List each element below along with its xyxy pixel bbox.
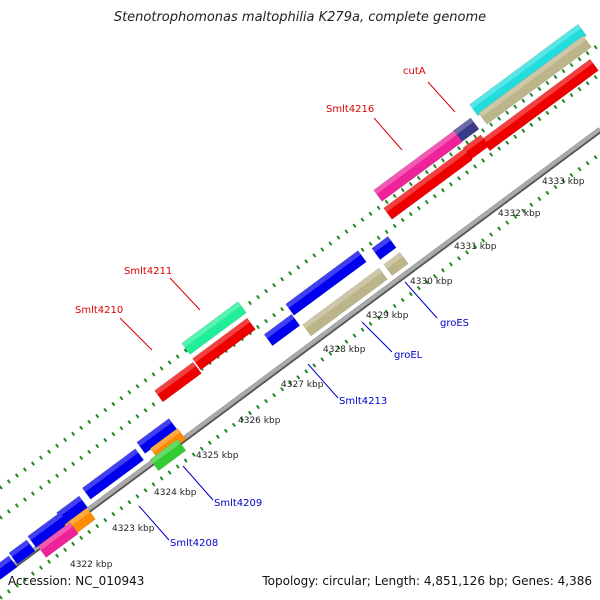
gene-block-cyan: [469, 23, 587, 117]
kbp-tick-label: 4322 kbp: [70, 560, 113, 570]
map-title: Stenotrophomonas maltophilia K279a, comp…: [113, 10, 487, 25]
gene-callout-line: [404, 281, 438, 319]
gene-block-smlt4216: [373, 130, 463, 202]
gene-block-navy: [452, 117, 480, 143]
tick-line-outer: [0, 42, 600, 490]
gene-callout-line: [182, 465, 214, 501]
gene-block-khaki-small: [383, 252, 409, 276]
gene-block-smlt4213: [263, 313, 301, 347]
gene-block-khaki-upper: [478, 35, 592, 125]
gene-block-blue-lower-4: [27, 512, 69, 548]
gene-label-reverse: Smlt4208: [170, 538, 218, 549]
gene-label-reverse: groES: [440, 318, 469, 329]
accession-label: Accession: NC_010943: [8, 574, 145, 588]
gene-label-forward: Smlt4210: [75, 305, 123, 316]
gene-block-blue-lower-3: [56, 495, 88, 525]
gene-block-blue-lower-1: [136, 418, 178, 454]
gene-block-magenta-lower: [37, 522, 79, 558]
gene-callout-line: [138, 505, 170, 541]
kbp-tick-label: 4326 kbp: [238, 416, 281, 426]
reverse-tick-row: [0, 152, 600, 600]
gene-block-red-lower: [154, 361, 202, 403]
gene-block-smlt4210: [192, 317, 256, 371]
genome-summary-label: Topology: circular; Length: 4,851,126 bp…: [262, 574, 592, 588]
gene-label-forward: Smlt4216: [326, 104, 374, 115]
gene-callout-line: [169, 277, 201, 311]
gene-block-smlt4209: [149, 438, 187, 472]
gene-label-reverse: Smlt4209: [214, 498, 262, 509]
gene-callout-line: [373, 117, 403, 151]
backbone: [0, 127, 600, 579]
gene-labels: cutA Smlt4216 Smlt4211 Smlt4210 groES groEL Sm…: [75, 66, 469, 549]
gene-label-forward: cutA: [403, 66, 426, 77]
gene-block-groel: [302, 267, 388, 337]
kbp-tick-labels: 4322 kbp 4323 kbp 4324 kbp 4325 kbp 4326 kbp…: [70, 177, 585, 570]
gene-block-red-upper: [481, 58, 599, 152]
kbp-tick-label: 4333 kbp: [542, 177, 585, 187]
gene-label-reverse: Smlt4213: [339, 396, 387, 407]
gene-callout-line: [427, 81, 456, 113]
gene-block-blue-large: [285, 250, 367, 316]
kbp-tick-label: 4331 kbp: [454, 242, 497, 252]
forward-tick-row: [0, 42, 600, 520]
gene-callout-line: [307, 363, 339, 399]
gene-block-red-mid: [383, 148, 473, 220]
kbp-tick-label: 4328 kbp: [323, 345, 366, 355]
tick-line-reverse: [0, 152, 600, 600]
gene-label-reverse: groEL: [394, 350, 423, 361]
gene-block-blue-lower-2: [81, 448, 145, 500]
backbone-line: [0, 127, 600, 577]
kbp-tick-label: 4324 kbp: [154, 488, 197, 498]
gene-block-smlt4211: [181, 301, 247, 355]
kbp-tick-label: 4323 kbp: [112, 524, 155, 534]
kbp-tick-label: 4332 kbp: [498, 209, 541, 219]
gene-label-forward: Smlt4211: [124, 266, 172, 277]
gene-block-blue-lower-5: [8, 539, 36, 565]
gene-block-blue-small: [371, 236, 397, 260]
gene-features: [0, 23, 599, 581]
kbp-tick-label: 4329 kbp: [366, 311, 409, 321]
gene-block-blue-edge: [0, 555, 18, 581]
kbp-tick-label: 4330 kbp: [410, 277, 453, 287]
gene-block-orange-upper: [149, 427, 187, 461]
gene-callout-line: [361, 321, 393, 353]
gene-callout-line: [119, 317, 153, 351]
kbp-tick-label: 4325 kbp: [196, 451, 239, 461]
kbp-tick-label: 4327 kbp: [281, 380, 324, 390]
